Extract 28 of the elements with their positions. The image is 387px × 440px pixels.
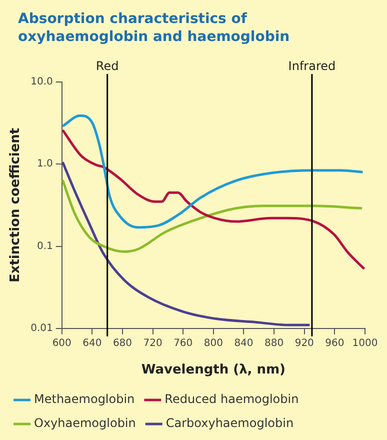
x-tick-label: 1000 xyxy=(352,338,378,349)
legend-label: Carboxyhaemoglobin xyxy=(166,416,294,430)
y-axis-title: Extinction coefficient xyxy=(8,128,24,283)
line-series xyxy=(62,178,364,253)
x-tick-label: 600 xyxy=(52,338,72,349)
x-tick-label: 960 xyxy=(325,338,344,349)
line-series xyxy=(62,128,365,270)
y-tick-label: 0.1 xyxy=(36,240,53,252)
x-axis-title: Wavelength (λ, nm) xyxy=(141,362,286,378)
x-tick-label: 840 xyxy=(234,338,254,349)
ref-line-label: Infrared xyxy=(288,59,336,73)
y-tick-label: 0.01 xyxy=(30,322,53,334)
y-tick-label: 1.0 xyxy=(36,158,53,170)
x-tick-label: 920 xyxy=(294,338,314,349)
x-tick-label: 760 xyxy=(174,338,193,349)
line-series xyxy=(62,160,311,326)
x-tick-label: 800 xyxy=(204,338,223,349)
legend-label: Methaemoglobin xyxy=(34,392,135,406)
legend-label: Reduced haemoglobin xyxy=(164,392,299,406)
x-tick-label: 640 xyxy=(82,338,102,349)
x-tick-label: 720 xyxy=(143,338,162,349)
x-tick-label: 680 xyxy=(112,338,132,349)
y-tick-label: 10.0 xyxy=(30,76,53,88)
x-tick-label: 880 xyxy=(264,338,284,349)
line-series xyxy=(62,114,364,229)
legend-label: Oxyhaemoglobin xyxy=(34,416,136,430)
ref-line-label: Red xyxy=(96,59,119,73)
chart-title: Absorption characteristics of oxyhaemoglobin and haemoglobin xyxy=(17,10,291,47)
